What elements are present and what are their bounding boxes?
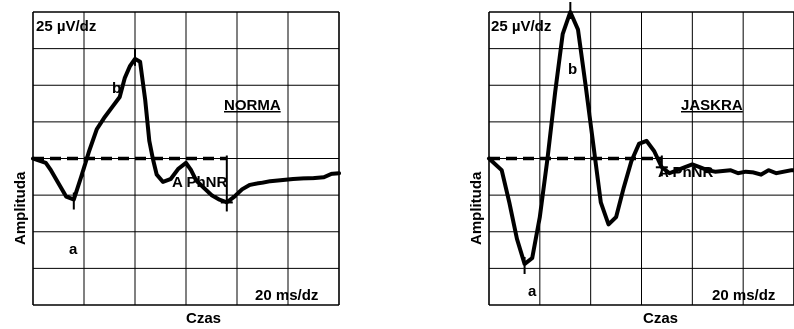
- chart-norma: 25 µV/dz NORMA 20 ms/dz Czas Amplituda a…: [12, 11, 341, 327]
- erg-waveform-norma: [31, 56, 341, 205]
- time-scale-norma: 20 ms/dz: [255, 287, 318, 304]
- chart-jaskra: 25 µV/dz JASKRA 20 ms/dz Czas Amplituda …: [468, 2, 794, 327]
- y-axis-label-jaskra: Amplituda: [468, 171, 485, 245]
- annotation-a-norma: a: [69, 241, 78, 258]
- annotation-a-jaskra: a: [528, 283, 537, 300]
- x-axis-label-norma: Czas: [186, 310, 221, 324]
- chart-title-jaskra: JASKRA: [681, 97, 743, 114]
- x-axis-label-jaskra: Czas: [643, 310, 678, 324]
- annotation-b-norma: b: [112, 80, 121, 97]
- erg-waveform-jaskra: [487, 10, 794, 266]
- y-axis-label-norma: Amplituda: [12, 171, 29, 245]
- time-scale-jaskra: 20 ms/dz: [712, 287, 775, 304]
- amplitude-scale-jaskra: 25 µV/dz: [491, 18, 551, 35]
- grid-jaskra: [488, 11, 794, 306]
- chart-title-norma: NORMA: [224, 97, 281, 114]
- annotation-b-jaskra: b: [568, 61, 577, 78]
- amplitude-scale-norma: 25 µV/dz: [36, 18, 96, 35]
